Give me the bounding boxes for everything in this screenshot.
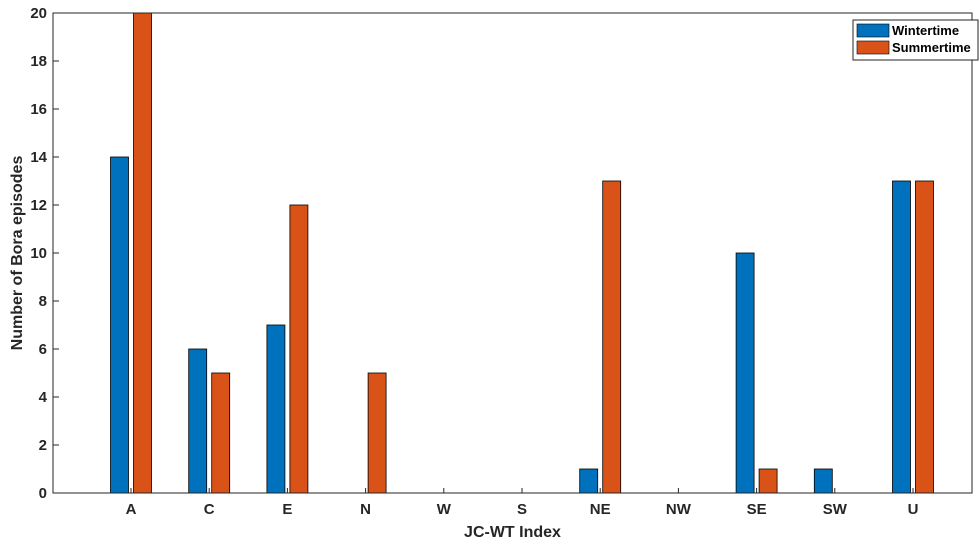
y-tick-label: 18 — [30, 53, 47, 70]
x-tick-label: NW — [666, 501, 692, 518]
bar-summertime-se — [758, 468, 778, 494]
y-axis-label: Number of Bora episodes — [9, 156, 26, 351]
x-tick-label: C — [204, 501, 215, 518]
bar-summertime-e — [289, 204, 309, 494]
bar-summertime-a — [133, 12, 152, 494]
x-tick-label: N — [360, 501, 371, 518]
y-tick-label: 4 — [39, 389, 48, 406]
bar-summertime-ne — [602, 180, 622, 494]
bar-wintertime-e — [266, 324, 286, 494]
y-tick-label: 2 — [39, 437, 47, 454]
y-tick-label: 0 — [39, 485, 47, 502]
y-tick-label: 6 — [39, 341, 47, 358]
bar-summertime-n — [367, 372, 387, 494]
y-tick-label: 12 — [30, 197, 47, 214]
legend-label-wintertime: Wintertime — [892, 23, 959, 38]
bar-summertime-c — [211, 372, 231, 494]
bar-wintertime-c — [188, 348, 208, 494]
x-tick-label: SW — [823, 501, 848, 518]
y-tick-label: 8 — [39, 293, 47, 310]
bar-wintertime-se — [735, 252, 755, 494]
x-tick-label: U — [908, 501, 919, 518]
bar-wintertime-u — [892, 180, 911, 494]
bar-summertime-u — [915, 180, 934, 494]
y-tick-label: 14 — [30, 149, 47, 166]
y-tick-label: 16 — [30, 101, 47, 118]
legend-swatch-wintertime — [856, 23, 890, 38]
x-tick-label: W — [437, 501, 452, 518]
bar-wintertime-ne — [579, 468, 599, 494]
legend: Wintertime Summertime — [852, 19, 979, 61]
x-axis-label: JC-WT Index — [464, 524, 561, 541]
y-tick-label: 20 — [30, 5, 47, 22]
legend-label-summertime: Summertime — [892, 40, 971, 55]
bars-layer — [110, 12, 934, 494]
legend-swatch-summertime — [856, 40, 890, 55]
bar-wintertime-a — [110, 156, 129, 494]
bar-wintertime-sw — [813, 468, 833, 494]
y-axis-ticks: 0 2 4 6 8 10 12 14 16 18 20 — [30, 5, 59, 502]
y-tick-label: 10 — [30, 245, 47, 262]
x-axis-ticks: A C E N W S NE NW SE SW U — [126, 488, 919, 518]
x-tick-label: SE — [747, 501, 767, 518]
x-tick-label: E — [282, 501, 292, 518]
x-tick-label: A — [126, 501, 137, 518]
x-tick-label: NE — [590, 501, 611, 518]
x-tick-label: S — [517, 501, 527, 518]
